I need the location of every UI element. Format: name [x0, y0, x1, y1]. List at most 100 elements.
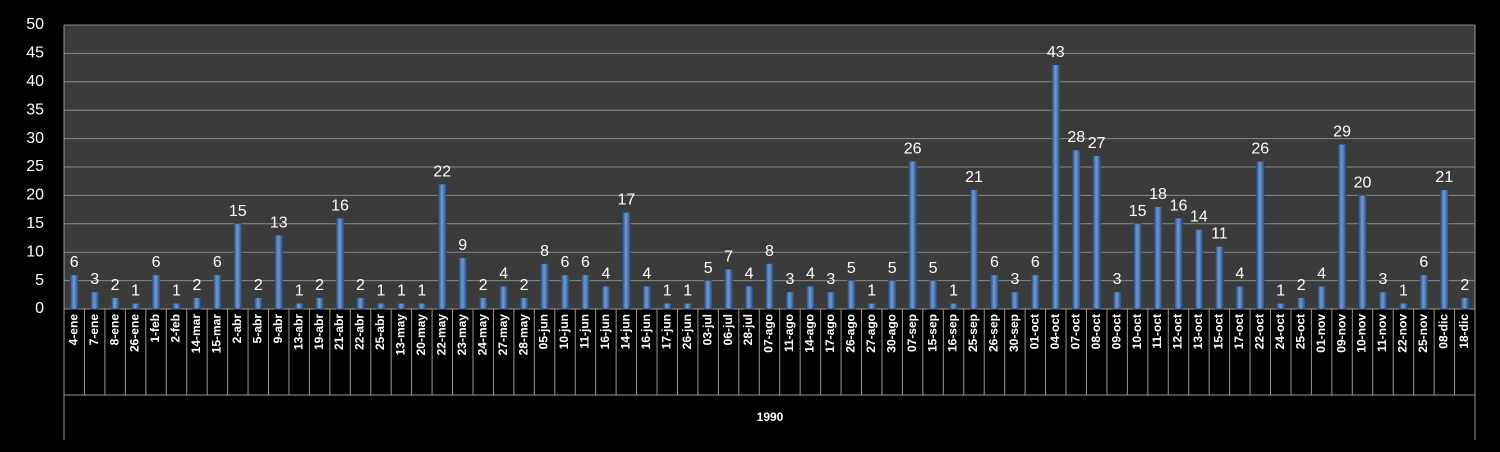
x-tick-label: 27-may [496, 314, 510, 356]
value-label: 2 [1297, 277, 1306, 294]
bar [1276, 303, 1285, 310]
value-label: 28 [1067, 129, 1085, 146]
bar [233, 223, 243, 310]
value-label: 8 [765, 243, 774, 260]
value-label: 11 [1211, 226, 1228, 243]
x-tick-label: 8-ene [107, 314, 121, 346]
x-tick-label: 01-nov [1314, 314, 1328, 353]
bar [1337, 144, 1347, 310]
x-tick-label: 13-oct [1191, 314, 1205, 349]
value-label: 3 [1113, 271, 1122, 288]
x-tick-label: 30-ago [884, 314, 898, 353]
y-tick-label: 40 [26, 73, 44, 90]
value-label: 4 [642, 265, 651, 282]
value-label: 5 [847, 260, 856, 277]
bar [703, 280, 713, 310]
y-tick-label: 5 [35, 272, 44, 289]
bar [356, 297, 365, 310]
value-label: 2 [192, 277, 201, 294]
x-tick-label: 08-oct [1089, 314, 1103, 349]
x-tick-label: 2-abr [230, 314, 244, 344]
bar [1358, 195, 1367, 310]
x-tick-label: 26-jun [680, 314, 694, 349]
bar [1133, 223, 1142, 310]
x-tick-label: 28-jul [741, 314, 755, 345]
value-label: 17 [617, 192, 635, 209]
value-label: 2 [315, 277, 324, 294]
bar [1440, 189, 1449, 310]
y-tick-label: 0 [35, 300, 44, 317]
value-label: 1 [683, 283, 692, 300]
x-tick-label: 01-oct [1028, 314, 1042, 349]
x-tick-label: 15-sep [925, 314, 939, 352]
x-tick-label: 22-oct [1252, 314, 1266, 349]
x-tick-label: 06-jul [721, 314, 735, 345]
value-label: 4 [745, 265, 754, 282]
x-tick-label: 28-may [516, 314, 530, 356]
value-label: 8 [540, 243, 549, 260]
value-label: 1 [295, 283, 304, 300]
value-label: 20 [1354, 175, 1372, 192]
bar [601, 286, 611, 310]
value-label: 4 [1317, 265, 1326, 282]
value-label: 2 [254, 277, 263, 294]
value-label: 2 [520, 277, 529, 294]
value-label: 2 [1460, 277, 1469, 294]
bar [1031, 274, 1040, 310]
bar [806, 286, 815, 310]
bar [663, 303, 672, 310]
value-label: 15 [229, 203, 247, 220]
value-label: 15 [1129, 203, 1147, 220]
bar [744, 286, 754, 310]
x-tick-label: 03-jul [700, 314, 714, 345]
x-tick-label: 16-sep [946, 314, 960, 352]
value-label: 14 [1190, 209, 1208, 226]
bar [1010, 291, 1020, 310]
bar [213, 274, 222, 310]
bar [131, 303, 140, 310]
bar [1071, 149, 1081, 310]
bar [949, 303, 958, 310]
bar [847, 280, 856, 310]
x-tick-label: 14-mar [189, 314, 203, 354]
value-label: 6 [1419, 254, 1428, 271]
bar [683, 303, 692, 310]
bar [519, 297, 529, 310]
value-label: 21 [1435, 169, 1453, 186]
value-label: 26 [904, 141, 922, 158]
x-tick-label: 09-oct [1109, 314, 1123, 349]
value-label: 29 [1333, 123, 1351, 140]
bar [69, 274, 79, 310]
bar [438, 183, 447, 310]
value-label: 5 [704, 260, 713, 277]
x-tick-label: 2-feb [169, 314, 183, 343]
bar [1092, 155, 1101, 310]
bar [172, 303, 181, 310]
bar [1194, 229, 1204, 310]
x-tick-label: 05-jun [537, 314, 551, 349]
x-tick-label: 11-nov [1375, 314, 1389, 352]
value-label: 4 [601, 265, 610, 282]
value-label: 27 [1088, 135, 1106, 152]
value-label: 2 [356, 277, 365, 294]
x-tick-label: 09-nov [1334, 314, 1348, 353]
value-label: 4 [1235, 265, 1244, 282]
value-label: 1 [867, 283, 876, 300]
value-label: 1 [663, 283, 672, 300]
bar [969, 189, 979, 310]
x-tick-label: 9-abr [271, 314, 285, 344]
bar [581, 274, 590, 310]
x-tick-label: 16-jun [598, 314, 612, 349]
y-tick-label: 30 [26, 130, 44, 147]
x-tick-label: 7-ene [87, 314, 101, 346]
value-label: 21 [965, 169, 983, 186]
value-label: 5 [929, 260, 938, 277]
x-tick-label: 21-abr [332, 314, 346, 350]
x-tick-label: 22-may [434, 314, 448, 356]
x-tick-label: 07-ago [762, 314, 776, 353]
bar [417, 303, 427, 310]
x-tick-label: 26-ene [128, 314, 142, 352]
bar [1256, 161, 1265, 310]
value-label: 1 [131, 283, 140, 300]
